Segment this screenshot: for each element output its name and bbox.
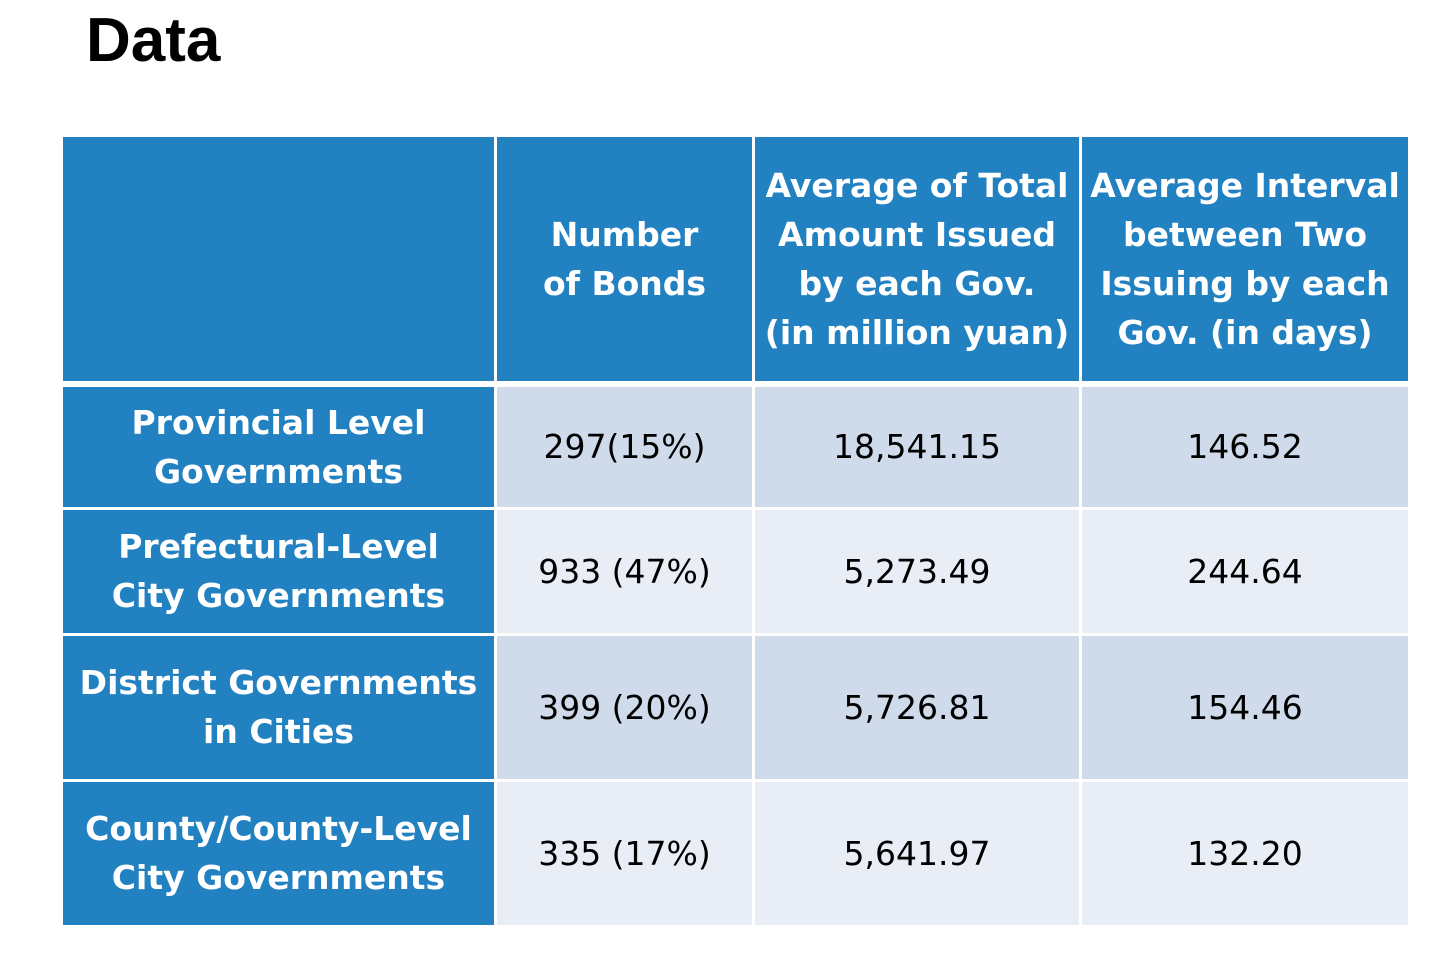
cell-bonds: 335 (17%) (494, 778, 755, 928)
cell-bonds: 399 (20%) (494, 632, 755, 782)
cell-avg-amount: 5,726.81 (752, 632, 1082, 782)
cell-bonds: 297(15%) (494, 382, 755, 510)
row-label: District Governments in Cities (60, 632, 497, 782)
table-row: County/County-Level City Governments 335… (60, 778, 1411, 928)
data-table: Number of Bonds Average of Total Amount … (60, 134, 1411, 928)
table-header-row: Number of Bonds Average of Total Amount … (60, 134, 1411, 387)
cell-avg-interval: 244.64 (1079, 506, 1411, 636)
header-number-of-bonds: Number of Bonds (494, 134, 755, 387)
cell-avg-interval: 154.46 (1079, 632, 1411, 782)
row-label: Provincial Level Governments (60, 382, 497, 510)
cell-avg-amount: 5,641.97 (752, 778, 1082, 928)
table-row: District Governments in Cities 399 (20%)… (60, 632, 1411, 782)
cell-avg-interval: 132.20 (1079, 778, 1411, 928)
header-average-total-amount: Average of Total Amount Issued by each G… (752, 134, 1082, 387)
cell-bonds: 933 (47%) (494, 506, 755, 636)
table-row: Provincial Level Governments 297(15%) 18… (60, 382, 1411, 510)
cell-avg-amount: 5,273.49 (752, 506, 1082, 636)
header-corner (60, 134, 497, 387)
header-average-interval: Average Interval between Two Issuing by … (1079, 134, 1411, 387)
table-row: Prefectural-Level City Governments 933 (… (60, 506, 1411, 636)
cell-avg-interval: 146.52 (1079, 382, 1411, 510)
cell-avg-amount: 18,541.15 (752, 382, 1082, 510)
row-label: County/County-Level City Governments (60, 778, 497, 928)
page-title: Data (86, 6, 221, 75)
row-label: Prefectural-Level City Governments (60, 506, 497, 636)
